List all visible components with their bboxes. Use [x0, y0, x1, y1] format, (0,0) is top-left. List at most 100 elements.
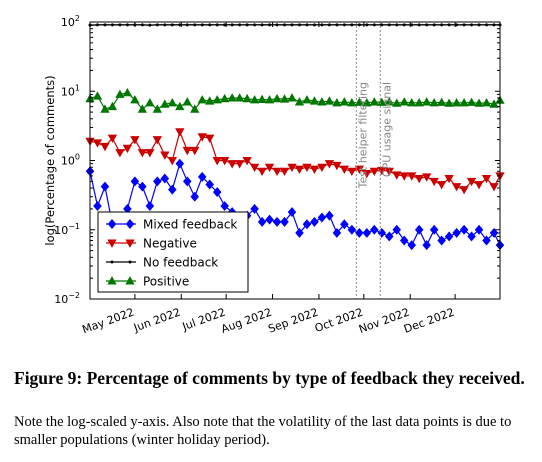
data-point — [384, 97, 394, 106]
data-point — [474, 181, 484, 190]
data-point — [268, 23, 272, 27]
data-point — [294, 97, 305, 106]
data-point — [280, 216, 289, 227]
legend-label: Positive — [143, 275, 189, 289]
data-point — [451, 98, 462, 107]
legend-label: Negative — [143, 237, 197, 251]
data-point — [399, 97, 409, 106]
data-point — [190, 104, 200, 113]
data-point — [467, 231, 476, 242]
data-point — [193, 23, 197, 27]
data-point — [107, 276, 117, 285]
y-tick-base: 10 — [54, 224, 68, 237]
data-point — [295, 227, 304, 238]
data-point — [474, 224, 484, 235]
data-point — [392, 171, 402, 180]
data-point — [357, 23, 361, 27]
data-point — [257, 167, 267, 177]
data-point — [481, 98, 492, 107]
data-point — [130, 176, 140, 187]
data-point — [297, 23, 301, 27]
data-point — [347, 167, 357, 177]
data-point — [167, 157, 177, 166]
data-point — [110, 260, 114, 264]
data-point — [107, 219, 117, 229]
legend: Mixed feedback Negative No feedback Positiv… — [97, 211, 249, 293]
legend-entry: Negative — [106, 237, 197, 251]
series-no-feedback — [88, 23, 502, 27]
data-point — [234, 160, 245, 169]
data-point — [302, 219, 312, 230]
data-point — [242, 157, 252, 166]
data-point — [275, 23, 279, 27]
data-point — [249, 95, 260, 104]
data-point — [399, 172, 409, 181]
data-point — [347, 98, 357, 107]
data-point — [395, 23, 399, 27]
data-point — [355, 227, 364, 238]
data-point — [140, 23, 144, 27]
data-point — [145, 98, 155, 107]
data-point — [107, 101, 118, 111]
y-tick-label: 101 — [61, 83, 80, 98]
y-tick-base: 10 — [61, 16, 75, 29]
data-point — [462, 23, 466, 27]
series-line — [89, 129, 501, 191]
data-point — [107, 239, 117, 248]
data-point — [466, 177, 477, 187]
data-point — [466, 97, 477, 106]
data-point — [365, 23, 369, 27]
data-point — [287, 207, 297, 218]
data-point — [422, 240, 431, 251]
data-point — [283, 23, 287, 27]
data-point — [425, 23, 429, 27]
data-point — [93, 201, 102, 212]
data-point — [152, 136, 162, 145]
data-point — [92, 139, 103, 148]
chart-figure: Test helper filtering CPU usage signal 10… — [43, 14, 505, 336]
data-point — [125, 219, 135, 229]
data-point — [205, 134, 215, 144]
data-point — [287, 93, 297, 102]
data-point — [153, 176, 162, 187]
data-point — [125, 23, 129, 27]
y-tick-base: 10 — [61, 155, 75, 168]
data-point — [410, 23, 414, 27]
data-point — [485, 23, 489, 27]
data-point — [399, 235, 409, 246]
data-point — [245, 23, 249, 27]
data-point — [95, 23, 99, 27]
data-point — [279, 167, 290, 177]
data-point — [482, 235, 491, 246]
data-point — [392, 224, 402, 235]
data-point — [339, 165, 350, 174]
y-tick-base: 10 — [54, 293, 68, 306]
data-point — [215, 23, 219, 27]
legend-entry: No feedback — [106, 256, 218, 270]
data-point — [407, 172, 417, 181]
data-point — [324, 96, 335, 105]
data-point — [444, 231, 454, 242]
data-point — [362, 98, 372, 107]
data-point — [385, 231, 394, 242]
data-point — [265, 214, 274, 225]
data-point — [312, 23, 316, 27]
data-point — [380, 23, 384, 27]
data-point — [230, 23, 234, 27]
data-point — [148, 23, 152, 27]
data-point — [223, 23, 227, 27]
legend-entry: Positive — [106, 275, 189, 289]
data-point — [100, 181, 110, 192]
data-point — [340, 219, 349, 230]
data-point — [250, 203, 259, 214]
data-point — [417, 23, 421, 27]
data-point — [100, 142, 110, 152]
data-point — [377, 227, 387, 238]
data-point — [372, 23, 376, 27]
data-point — [489, 227, 499, 238]
data-point — [175, 158, 185, 169]
data-point — [342, 23, 346, 27]
data-point — [429, 98, 439, 107]
data-point — [317, 163, 327, 173]
y-tick-label: 100 — [61, 153, 80, 168]
